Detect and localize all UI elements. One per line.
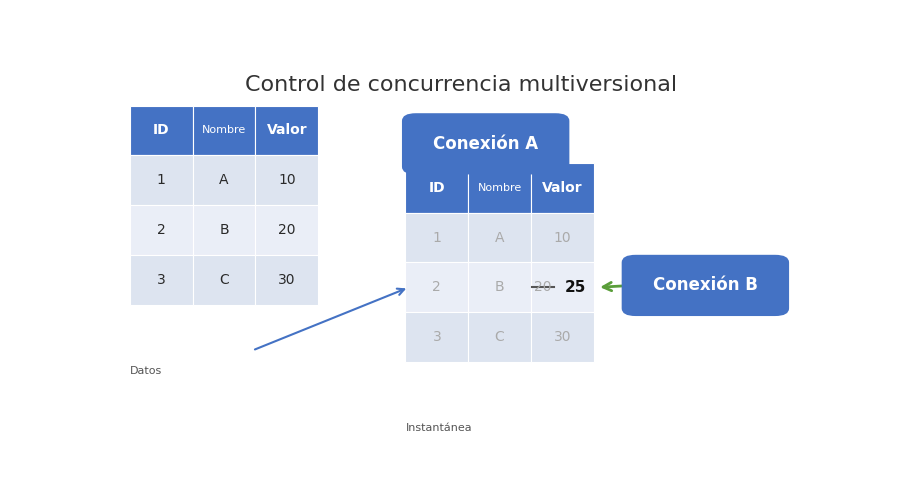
Bar — [405, 312, 468, 362]
Bar — [130, 255, 193, 305]
Bar — [468, 312, 531, 362]
Text: Valor: Valor — [542, 181, 582, 195]
Bar — [130, 155, 193, 205]
Text: C: C — [220, 273, 229, 287]
Bar — [256, 205, 319, 255]
Bar — [405, 262, 468, 312]
Bar — [193, 155, 256, 205]
Text: 30: 30 — [554, 330, 572, 344]
Bar — [531, 312, 594, 362]
Bar — [531, 163, 594, 213]
Text: Valor: Valor — [266, 123, 307, 138]
Text: ID: ID — [153, 123, 169, 138]
Text: Nombre: Nombre — [202, 125, 247, 136]
FancyBboxPatch shape — [402, 113, 570, 174]
Text: 20: 20 — [278, 223, 295, 237]
Bar — [405, 163, 468, 213]
Text: Instantánea: Instantánea — [405, 423, 472, 433]
Bar — [193, 255, 256, 305]
Text: Nombre: Nombre — [478, 183, 522, 193]
Bar — [256, 155, 319, 205]
Text: 25: 25 — [564, 280, 586, 295]
Bar — [193, 105, 256, 155]
Bar — [468, 163, 531, 213]
Bar — [130, 205, 193, 255]
Bar — [405, 213, 468, 262]
Bar — [193, 205, 256, 255]
Text: 2: 2 — [433, 280, 441, 294]
FancyBboxPatch shape — [622, 255, 789, 316]
Bar — [531, 213, 594, 262]
Text: 1: 1 — [432, 231, 441, 245]
Bar — [256, 105, 319, 155]
Text: 2: 2 — [157, 223, 166, 237]
Bar — [468, 213, 531, 262]
Text: Conexión A: Conexión A — [433, 135, 538, 153]
Bar — [468, 262, 531, 312]
Bar — [130, 105, 193, 155]
Text: Control de concurrencia multiversional: Control de concurrencia multiversional — [245, 75, 678, 95]
Text: 10: 10 — [278, 173, 296, 187]
Text: B: B — [495, 280, 504, 294]
Text: 3: 3 — [433, 330, 441, 344]
Bar — [256, 255, 319, 305]
Text: 1: 1 — [157, 173, 166, 187]
Text: C: C — [495, 330, 505, 344]
Text: ID: ID — [428, 181, 446, 195]
Bar — [531, 262, 594, 312]
Text: 10: 10 — [554, 231, 572, 245]
Text: Conexión B: Conexión B — [652, 276, 758, 294]
Text: A: A — [495, 231, 504, 245]
Text: Datos: Datos — [130, 366, 162, 376]
Text: 3: 3 — [157, 273, 166, 287]
Text: B: B — [220, 223, 229, 237]
Text: A: A — [220, 173, 229, 187]
Text: 30: 30 — [278, 273, 295, 287]
Text: 20: 20 — [534, 280, 552, 294]
